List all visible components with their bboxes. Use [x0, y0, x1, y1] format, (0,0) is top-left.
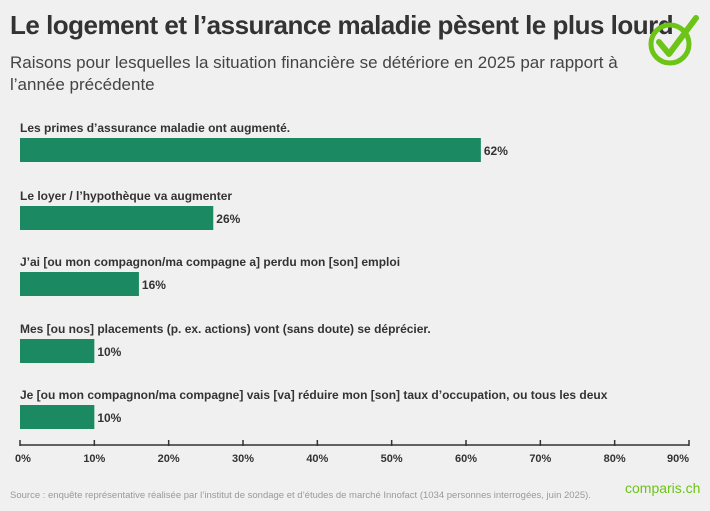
x-tick-label: 40% — [306, 453, 328, 465]
bar-chart: Les primes d’assurance maladie ont augme… — [15, 121, 690, 465]
chart-subtitle: Raisons pour lesquelles la situation fin… — [10, 53, 618, 94]
bar — [20, 206, 214, 230]
data-label: 10% — [97, 345, 121, 359]
bar — [20, 339, 95, 363]
data-label: 26% — [216, 212, 240, 226]
x-tick-label: 80% — [604, 453, 626, 465]
x-tick-label: 30% — [232, 453, 254, 465]
category-label: Mes [ou nos] placements (p. ex. actions)… — [20, 322, 431, 336]
category-label: Je [ou mon compagnon/ma compagne] vais [… — [20, 388, 608, 402]
category-label: Le loyer / l’hypothèque va augmenter — [20, 189, 232, 203]
x-tick-label: 50% — [381, 453, 403, 465]
x-tick-label: 0% — [15, 453, 31, 465]
x-tick-label: 70% — [529, 453, 551, 465]
x-tick-label: 60% — [455, 453, 477, 465]
category-label: Les primes d’assurance maladie ont augme… — [20, 121, 290, 135]
data-label: 16% — [142, 278, 166, 292]
brand-logo: comparis.ch — [625, 480, 701, 496]
x-tick-label: 10% — [83, 453, 105, 465]
chart-title: Le logement et l’assurance maladie pèsen… — [10, 10, 674, 40]
category-label: J’ai [ou mon compagnon/ma compagne a] pe… — [20, 255, 400, 269]
bar — [20, 138, 481, 162]
x-tick-label: 20% — [158, 453, 180, 465]
data-label: 62% — [484, 144, 508, 158]
checkmark-logo-icon — [648, 15, 699, 66]
bar — [20, 405, 95, 429]
source-note: Source : enquête représentative réalisée… — [10, 490, 591, 501]
bar — [20, 272, 139, 296]
x-tick-label: 90% — [667, 453, 689, 465]
data-label: 10% — [97, 411, 121, 425]
